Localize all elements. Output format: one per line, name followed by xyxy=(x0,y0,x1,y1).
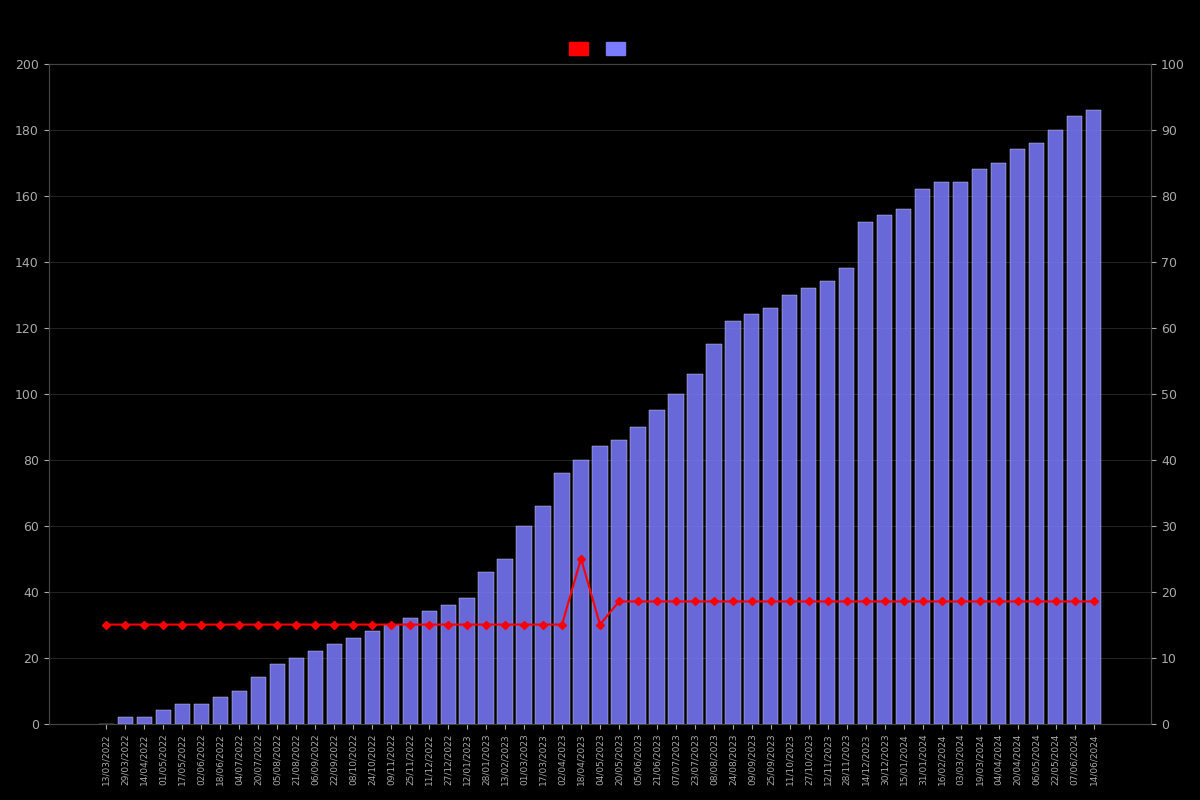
Bar xyxy=(251,678,266,723)
Bar xyxy=(574,459,589,723)
Bar xyxy=(1086,110,1102,723)
Bar xyxy=(440,605,456,723)
Bar xyxy=(972,169,988,723)
Bar xyxy=(270,664,284,723)
Bar xyxy=(934,182,949,723)
Bar xyxy=(858,222,874,723)
Bar xyxy=(402,618,418,723)
Bar xyxy=(763,308,779,723)
Bar xyxy=(688,374,702,723)
Bar xyxy=(668,394,684,723)
Bar xyxy=(346,638,361,723)
Bar xyxy=(1010,150,1025,723)
Bar xyxy=(707,344,721,723)
Bar xyxy=(630,426,646,723)
Legend: , : , xyxy=(564,37,636,61)
Bar xyxy=(498,558,512,723)
Bar xyxy=(326,644,342,723)
Bar xyxy=(365,631,379,723)
Bar xyxy=(649,410,665,723)
Bar xyxy=(479,572,493,723)
Bar xyxy=(175,704,190,723)
Bar xyxy=(593,446,607,723)
Bar xyxy=(953,182,968,723)
Bar xyxy=(744,314,760,723)
Bar xyxy=(193,704,209,723)
Bar xyxy=(137,717,152,723)
Bar xyxy=(877,215,893,723)
Bar xyxy=(554,473,570,723)
Bar xyxy=(384,625,398,723)
Bar xyxy=(896,209,911,723)
Bar xyxy=(460,598,475,723)
Bar xyxy=(516,526,532,723)
Bar xyxy=(289,658,304,723)
Bar xyxy=(611,440,626,723)
Bar xyxy=(782,294,798,723)
Bar xyxy=(1048,130,1063,723)
Bar xyxy=(307,651,323,723)
Bar xyxy=(535,506,551,723)
Bar xyxy=(725,321,740,723)
Bar xyxy=(991,162,1007,723)
Bar xyxy=(916,189,930,723)
Bar xyxy=(212,697,228,723)
Bar xyxy=(839,268,854,723)
Bar xyxy=(1030,142,1044,723)
Bar xyxy=(421,611,437,723)
Bar xyxy=(1067,116,1082,723)
Bar xyxy=(156,710,170,723)
Bar xyxy=(802,288,816,723)
Bar xyxy=(118,717,133,723)
Bar xyxy=(232,690,247,723)
Bar xyxy=(821,282,835,723)
